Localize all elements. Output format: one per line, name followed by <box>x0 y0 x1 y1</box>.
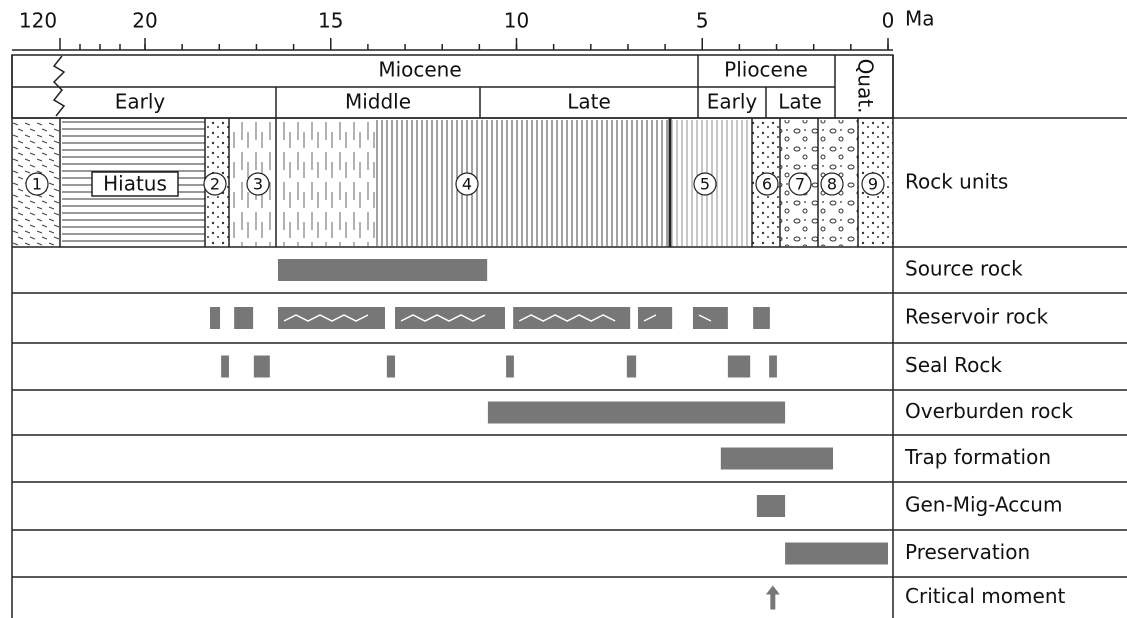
row-label: Critical moment <box>905 584 1065 608</box>
event-bar <box>728 356 750 378</box>
tick-label: 20 <box>132 9 157 33</box>
unit-label: 1 <box>32 175 42 194</box>
event-bar <box>221 356 229 378</box>
event-bar <box>387 356 395 378</box>
epoch-label: Miocene <box>378 58 461 82</box>
unit-texture <box>276 120 376 246</box>
event-bar <box>769 356 777 378</box>
tick-label: 15 <box>318 9 343 33</box>
row-label: Gen-Mig-Accum <box>905 493 1062 517</box>
event-bar <box>506 356 514 378</box>
tick-label: 120 <box>19 9 57 33</box>
axis-break <box>54 56 64 116</box>
unit-label: 6 <box>762 175 772 194</box>
tick-label: 0 <box>882 9 895 33</box>
stage-label: Early <box>707 90 758 114</box>
event-bar <box>488 402 785 424</box>
event-bar <box>254 356 270 378</box>
axis-unit: Ma <box>905 7 935 31</box>
event-bar <box>234 307 253 329</box>
row-label: Preservation <box>905 540 1030 564</box>
unit-label: 2 <box>210 175 220 194</box>
event-bar <box>757 495 785 517</box>
event-bar <box>753 307 770 329</box>
tick-label: 5 <box>696 9 709 33</box>
petroleum-system-chart: 12020151050MaMiocenePlioceneQuat.EarlyMi… <box>0 0 1127 618</box>
event-bar <box>210 307 220 329</box>
event-bar <box>785 543 888 565</box>
tick-label: 10 <box>504 9 529 33</box>
unit-label: 7 <box>795 175 805 194</box>
unit-label: 3 <box>253 175 263 194</box>
event-bar <box>278 259 487 281</box>
unit-label: 9 <box>868 175 878 194</box>
event-bar <box>395 307 505 329</box>
event-bar <box>693 307 728 329</box>
epoch-label: Pliocene <box>724 58 808 82</box>
event-bar <box>721 448 833 470</box>
stage-label: Late <box>567 90 611 114</box>
unit-label: Hiatus <box>103 172 167 196</box>
row-label: Seal Rock <box>905 353 1002 377</box>
row-label: Rock units <box>905 170 1008 194</box>
critical-arrow <box>766 586 780 610</box>
row-label: Source rock <box>905 257 1023 281</box>
epoch-label: Quat. <box>854 59 878 114</box>
unit-label: 5 <box>700 175 710 194</box>
frame <box>12 50 893 618</box>
unit-label: 8 <box>827 175 837 194</box>
row-label: Overburden rock <box>905 399 1073 423</box>
event-bar <box>627 356 636 378</box>
stage-label: Middle <box>345 90 411 114</box>
event-bar <box>278 307 385 329</box>
row-label: Trap formation <box>904 445 1051 469</box>
stage-label: Late <box>778 90 822 114</box>
row-label: Reservoir rock <box>905 305 1048 329</box>
event-bar <box>638 307 672 329</box>
unit-label: 4 <box>462 175 472 194</box>
unit-texture <box>376 120 670 246</box>
stage-label: Early <box>115 90 166 114</box>
